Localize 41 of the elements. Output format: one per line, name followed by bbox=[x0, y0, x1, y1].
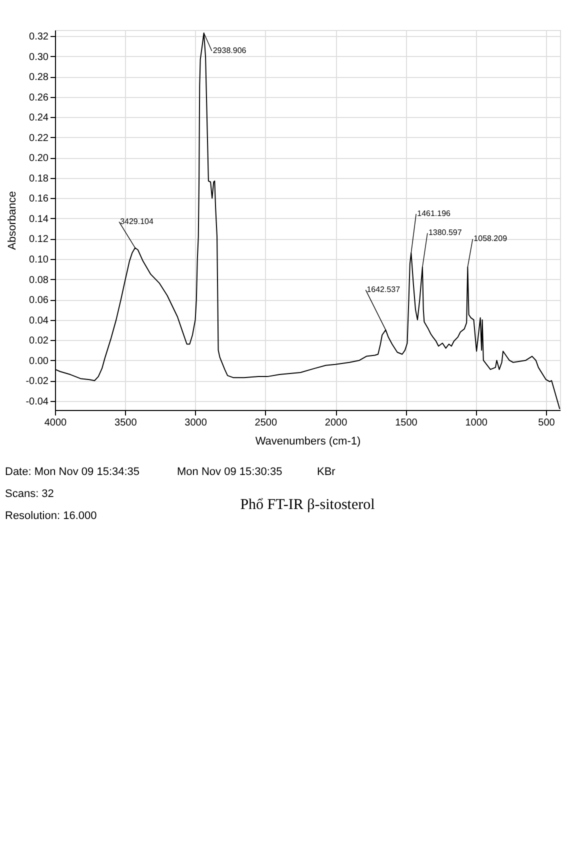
y-tick-label: 0.02 bbox=[29, 336, 49, 347]
text: Mon Nov 09 15:30:35 bbox=[177, 466, 282, 478]
text: Scans: 32 bbox=[5, 488, 54, 500]
y-tick-label: 0.26 bbox=[29, 92, 49, 104]
y-tick-label: 0.04 bbox=[29, 315, 49, 326]
annotation: 1642.537 bbox=[366, 284, 401, 294]
y-tick-label: 0.06 bbox=[29, 295, 49, 306]
y-tick-label: 0.00 bbox=[29, 356, 49, 367]
text: Phổ FT-IR β-sitosterol bbox=[240, 497, 375, 513]
x-tick-label: 2000 bbox=[324, 418, 348, 428]
text: KBr bbox=[317, 466, 336, 478]
y-tick-label: 0.12 bbox=[29, 234, 49, 246]
y-tick-label: 0.08 bbox=[29, 274, 49, 286]
text: Resolution: 16.000 bbox=[5, 510, 97, 522]
x-tick-label: 3500 bbox=[114, 418, 138, 428]
y-tick-label: 0.14 bbox=[29, 214, 49, 225]
y-tick-label: -0.02 bbox=[26, 376, 49, 388]
y-tick-label: 0.16 bbox=[29, 194, 49, 205]
y-tick-label: 0.22 bbox=[29, 132, 49, 144]
annotation: 1380.597 bbox=[428, 228, 462, 238]
x-tick-label: 2500 bbox=[254, 418, 278, 428]
x-axis-title: Wavenumbers (cm-1) bbox=[255, 436, 361, 448]
annotation: 1058.209 bbox=[474, 234, 508, 244]
x-tick-label: 500 bbox=[538, 418, 556, 428]
y-tick-label: -0.04 bbox=[26, 396, 49, 408]
y-tick-label: 0.32 bbox=[29, 32, 49, 43]
y-axis-title: Absorbance bbox=[6, 191, 19, 250]
y-tick-label: 0.30 bbox=[29, 52, 49, 63]
y-tick-label: 0.24 bbox=[29, 112, 49, 124]
y-tick-label: 0.18 bbox=[29, 173, 49, 184]
x-tick-label: 4000 bbox=[44, 418, 68, 428]
y-tick-label: 0.10 bbox=[29, 254, 49, 266]
annotation: 2938.906 bbox=[212, 46, 247, 56]
x-tick-label: 1000 bbox=[465, 418, 488, 428]
y-tick-label: 0.28 bbox=[29, 72, 49, 84]
y-tick-label: 0.20 bbox=[29, 153, 49, 164]
annotation: 1461.196 bbox=[417, 208, 452, 218]
x-tick-label: 3000 bbox=[184, 418, 208, 428]
x-tick-label: 1500 bbox=[395, 418, 418, 428]
text: Date: Mon Nov 09 15:34:35 bbox=[5, 466, 140, 478]
annotation: 3429.104 bbox=[120, 216, 154, 226]
